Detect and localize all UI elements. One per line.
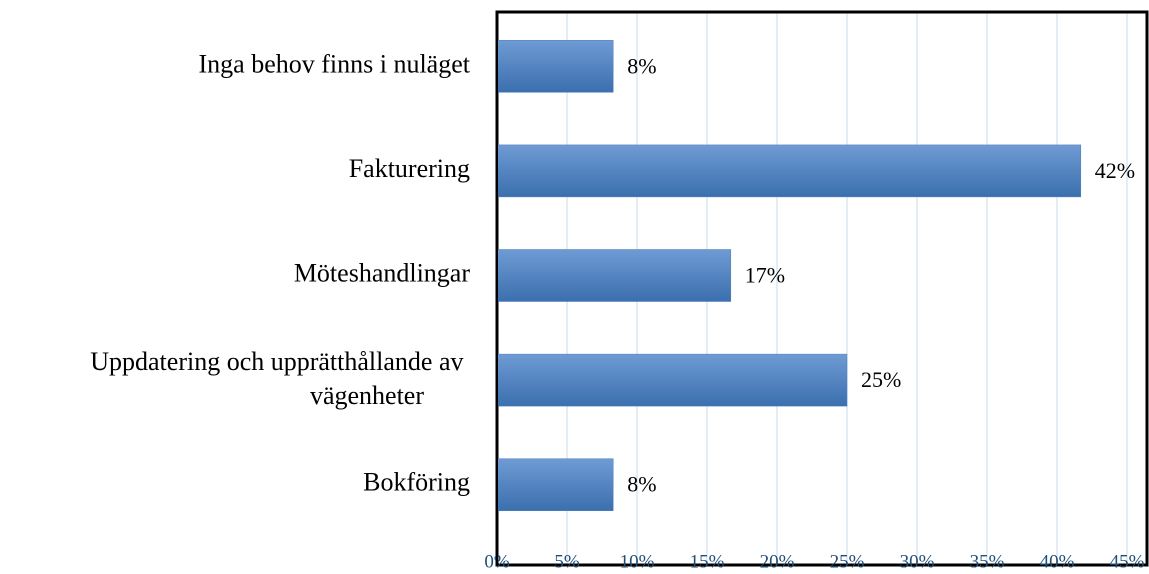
y-tick-label: Uppdatering och upprätthållande av vägen… xyxy=(90,347,470,410)
y-tick-label: Bokföring xyxy=(363,468,470,497)
x-tick-label: 45% xyxy=(1110,551,1145,572)
x-tick-label: 30% xyxy=(900,551,935,572)
y-tick-label: Möteshandlingar xyxy=(294,258,471,287)
x-tick-label: 25% xyxy=(830,551,865,572)
bar xyxy=(496,458,614,511)
bar xyxy=(496,353,848,407)
x-tick-label: 5% xyxy=(554,551,580,572)
x-tick-label: 40% xyxy=(1040,551,1075,572)
x-tick-label: 20% xyxy=(760,551,795,572)
value-label: 17% xyxy=(745,263,785,288)
bar xyxy=(496,144,1082,198)
y-tick-label: Fakturering xyxy=(349,154,470,183)
value-label: 42% xyxy=(1095,158,1135,183)
value-label: 25% xyxy=(861,367,901,392)
y-tick-label: Inga behov finns i nuläget xyxy=(199,49,471,78)
x-tick-label: 15% xyxy=(690,551,725,572)
x-tick-label: 10% xyxy=(620,551,655,572)
value-label: 8% xyxy=(627,53,656,78)
bar xyxy=(496,249,732,302)
bar xyxy=(496,40,614,93)
x-tick-label: 35% xyxy=(970,551,1005,572)
value-label: 8% xyxy=(627,472,656,497)
